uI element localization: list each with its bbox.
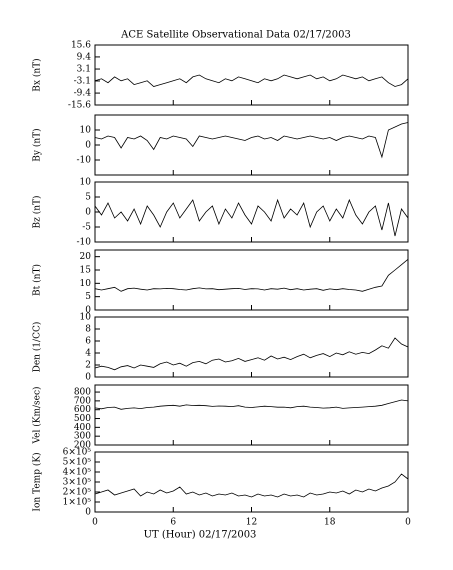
panel-frame xyxy=(94,114,409,176)
y-axis-label: Ion Temp (K) xyxy=(32,452,43,511)
y-tick-label: -3.1 xyxy=(74,76,91,86)
y-tick-label: 9.4 xyxy=(77,52,92,62)
y-tick-label: 10 xyxy=(80,178,92,188)
y-tick-label: -9.4 xyxy=(74,89,92,99)
data-line xyxy=(94,399,409,410)
x-tick-label: 6 xyxy=(170,518,176,528)
y-tick-label: 2 xyxy=(85,361,91,371)
y-tick-label: 10 xyxy=(80,313,92,323)
y-tick-label: -15.6 xyxy=(68,101,91,111)
data-line xyxy=(94,122,409,159)
y-tick-label: 0 xyxy=(85,306,91,316)
y-tick-label: 600 xyxy=(74,405,91,415)
y-tick-label: 5×10⁵ xyxy=(63,458,92,468)
x-tick-label: 12 xyxy=(246,518,257,528)
y-tick-label: 10 xyxy=(80,126,92,136)
data-line xyxy=(94,473,409,498)
y-tick-label: 5 xyxy=(85,292,91,302)
y-tick-label: 0 xyxy=(85,141,91,151)
data-line xyxy=(94,258,409,292)
panel-frame xyxy=(94,451,409,513)
y-tick-label: 8 xyxy=(85,325,91,335)
y-tick-label: 2×10⁵ xyxy=(63,488,92,498)
y-tick-label: 1×10⁵ xyxy=(63,498,92,508)
y-tick-label: 300 xyxy=(74,432,91,442)
panel-frame xyxy=(94,384,409,446)
data-line xyxy=(94,74,409,87)
panel-frame xyxy=(94,181,409,243)
chart-title: ACE Satellite Observational Data 02/17/2… xyxy=(120,30,351,41)
panel-frame xyxy=(94,44,409,106)
y-axis-label: Bx (nT) xyxy=(32,58,43,91)
y-tick-label: 15 xyxy=(80,266,92,276)
y-tick-label: 10 xyxy=(80,279,92,289)
y-tick-label: 15.6 xyxy=(71,41,91,51)
x-tick-label: 0 xyxy=(92,518,98,528)
y-tick-label: 200 xyxy=(74,441,91,451)
y-tick-label: -10 xyxy=(77,238,92,248)
x-axis-label: UT (Hour) 02/17/2003 xyxy=(144,530,257,541)
y-tick-label: -10 xyxy=(77,156,92,166)
y-tick-label: 500 xyxy=(74,414,91,424)
y-tick-label: 800 xyxy=(74,388,91,398)
y-tick-label: 20 xyxy=(80,252,92,262)
y-tick-label: 3×10⁵ xyxy=(63,478,92,488)
y-tick-label: 4×10⁵ xyxy=(63,468,92,478)
data-line xyxy=(94,337,409,371)
data-line xyxy=(94,198,409,237)
y-axis-label: Bz (nT) xyxy=(32,195,43,228)
y-axis-label: By (nT) xyxy=(32,128,43,161)
y-tick-label: 3.1 xyxy=(77,65,91,75)
y-axis-label: Vel (Km/sec) xyxy=(32,386,43,444)
y-tick-label: 0 xyxy=(85,208,91,218)
y-axis-label: Bt (nT) xyxy=(32,264,43,296)
y-tick-label: 5 xyxy=(85,193,91,203)
y-axis-label: Den (1/CC) xyxy=(32,322,43,373)
y-tick-label: 6 xyxy=(85,337,91,347)
panel-frame xyxy=(94,316,409,378)
y-tick-label: 0 xyxy=(85,373,91,383)
x-tick-label: 18 xyxy=(324,518,336,528)
y-tick-label: 400 xyxy=(74,423,91,433)
y-tick-label: 0 xyxy=(85,508,91,518)
y-tick-label: 4 xyxy=(85,349,91,359)
y-tick-label: 6×10⁵ xyxy=(63,448,92,458)
x-tick-label: 0 xyxy=(405,518,411,528)
y-tick-label: 700 xyxy=(74,396,91,406)
panel-frame xyxy=(94,249,409,311)
y-tick-label: -5 xyxy=(82,223,91,233)
